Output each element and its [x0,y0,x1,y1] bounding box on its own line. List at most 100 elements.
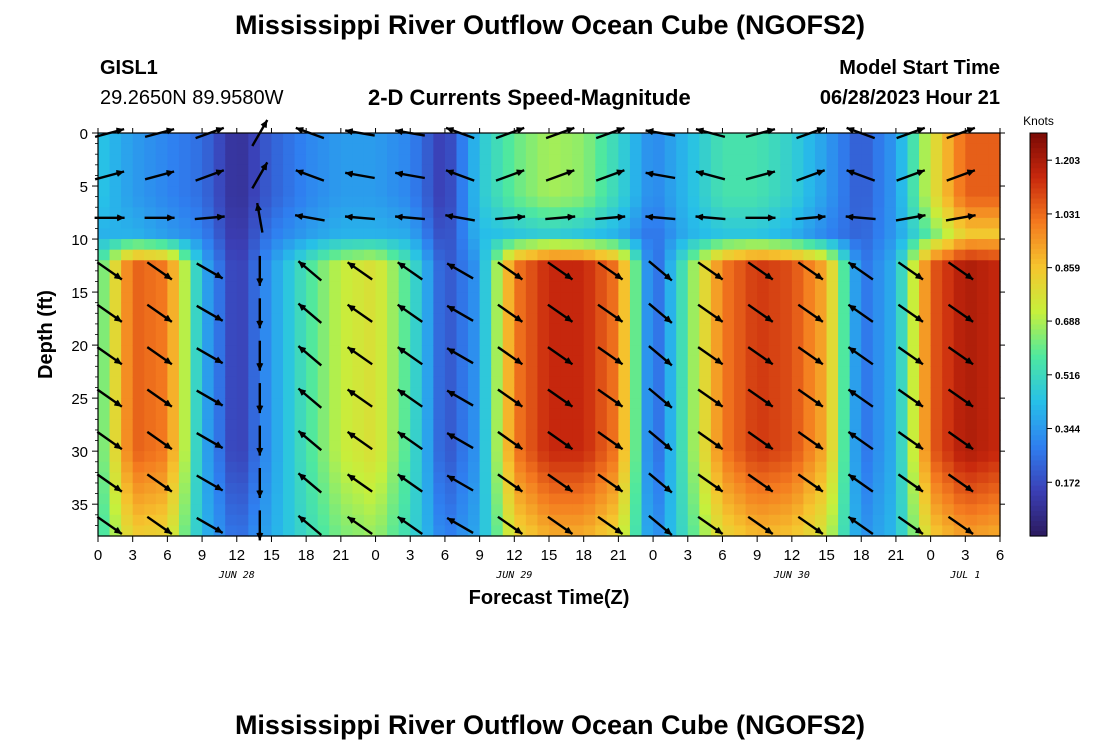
heatmap-cell [791,366,805,378]
heatmap-cell [976,281,990,293]
heatmap-cell [155,143,168,155]
heatmap-cell [734,355,747,367]
colorbar-segment [1030,299,1047,305]
heatmap-cell [676,493,689,505]
heatmap-cell [456,366,469,378]
heatmap-cell [595,143,608,155]
heatmap-cell [375,419,388,431]
colorbar-segment [1030,410,1047,416]
heatmap-cell [988,281,1001,293]
heatmap-cell [907,217,920,230]
heatmap-cell [248,175,261,187]
heatmap-cell [549,186,562,198]
heatmap-cell [872,366,885,378]
heatmap-cell [525,429,539,442]
heatmap-cell [757,164,770,177]
heatmap-cell [144,440,157,452]
heatmap-cell [144,504,157,516]
heatmap-cell [121,323,134,336]
heatmap-cell [502,281,515,293]
heatmap-cell [768,504,781,516]
heatmap-cell [930,514,943,526]
heatmap-cell [167,440,180,452]
x-tick-label: 18 [575,547,592,564]
heatmap-cell [306,472,319,484]
heatmap-cell [479,143,492,155]
vector-head [298,388,307,396]
heatmap-cell [456,525,469,537]
heatmap-cell [976,398,990,410]
heatmap-cell [340,514,354,526]
current-vector [146,261,173,281]
heatmap-cell [664,376,677,389]
heatmap-cell [953,239,966,251]
heatmap-cell [595,493,608,505]
heatmap-cell [653,334,666,346]
heatmap-cell [872,525,885,537]
heatmap-cell [502,398,515,410]
heatmap-cell [722,461,735,473]
heatmap-cell [271,366,284,378]
colorbar-segment [1030,294,1047,300]
heatmap-cell [572,504,585,516]
heatmap-cell [919,451,932,463]
heatmap-cell [803,440,816,452]
heatmap-cell [768,408,781,420]
heatmap-cell [98,398,111,410]
heatmap-cell [884,196,897,208]
heatmap-cell [803,154,816,166]
heatmap-cell [618,514,631,526]
heatmap-cell [676,207,689,219]
heatmap-cell [444,196,458,208]
heatmap-cell [155,429,168,442]
heatmap-cell [225,239,238,251]
heatmap-cell [167,493,180,505]
heatmap-cell [676,429,689,442]
heatmap-cell [202,302,215,314]
heatmap-cell [525,525,539,537]
heatmap-cell [560,323,573,336]
heatmap-cell [549,419,562,431]
heatmap-cell [398,493,411,505]
heatmap-cell [283,217,296,230]
heatmap-cell [757,419,770,431]
heatmap-cell [861,345,874,357]
heatmap-cell [375,334,388,346]
heatmap-cell [791,323,805,336]
heatmap-cell [895,376,909,389]
heatmap-cell [283,239,296,251]
heatmap-cell [121,376,134,389]
heatmap-cell [549,154,562,166]
heatmap-cell [722,355,735,367]
heatmap-cell [710,376,724,389]
heatmap-cell [248,313,261,325]
heatmap-cell [537,482,550,495]
heatmap-cell [398,366,411,378]
heatmap-cell [595,228,608,240]
heatmap-cell [780,186,793,198]
current-vectors [94,119,976,541]
heatmap-cell [791,419,805,431]
heatmap-cell [514,493,527,505]
heatmap-cell [167,408,180,420]
heatmap-cell [838,355,851,367]
heatmap-cell [826,292,839,304]
heatmap-cell [988,260,1001,272]
current-vector [747,388,774,408]
heatmap-cell [653,355,666,367]
heatmap-cell [919,514,932,526]
vector-head [260,162,268,171]
heatmap-cell [687,217,700,230]
heatmap-cell [525,334,539,346]
heatmap-cell [294,504,307,516]
heatmap-cell [757,366,770,378]
heatmap-cell [872,429,885,442]
heatmap-cell [525,419,539,431]
heatmap-cell [710,419,724,431]
heatmap-cell [537,366,550,378]
vector-head [848,516,857,524]
current-vector [695,213,726,221]
heatmap-cell [167,419,180,431]
heatmap-cell [421,281,434,293]
heatmap-cell [953,472,966,484]
